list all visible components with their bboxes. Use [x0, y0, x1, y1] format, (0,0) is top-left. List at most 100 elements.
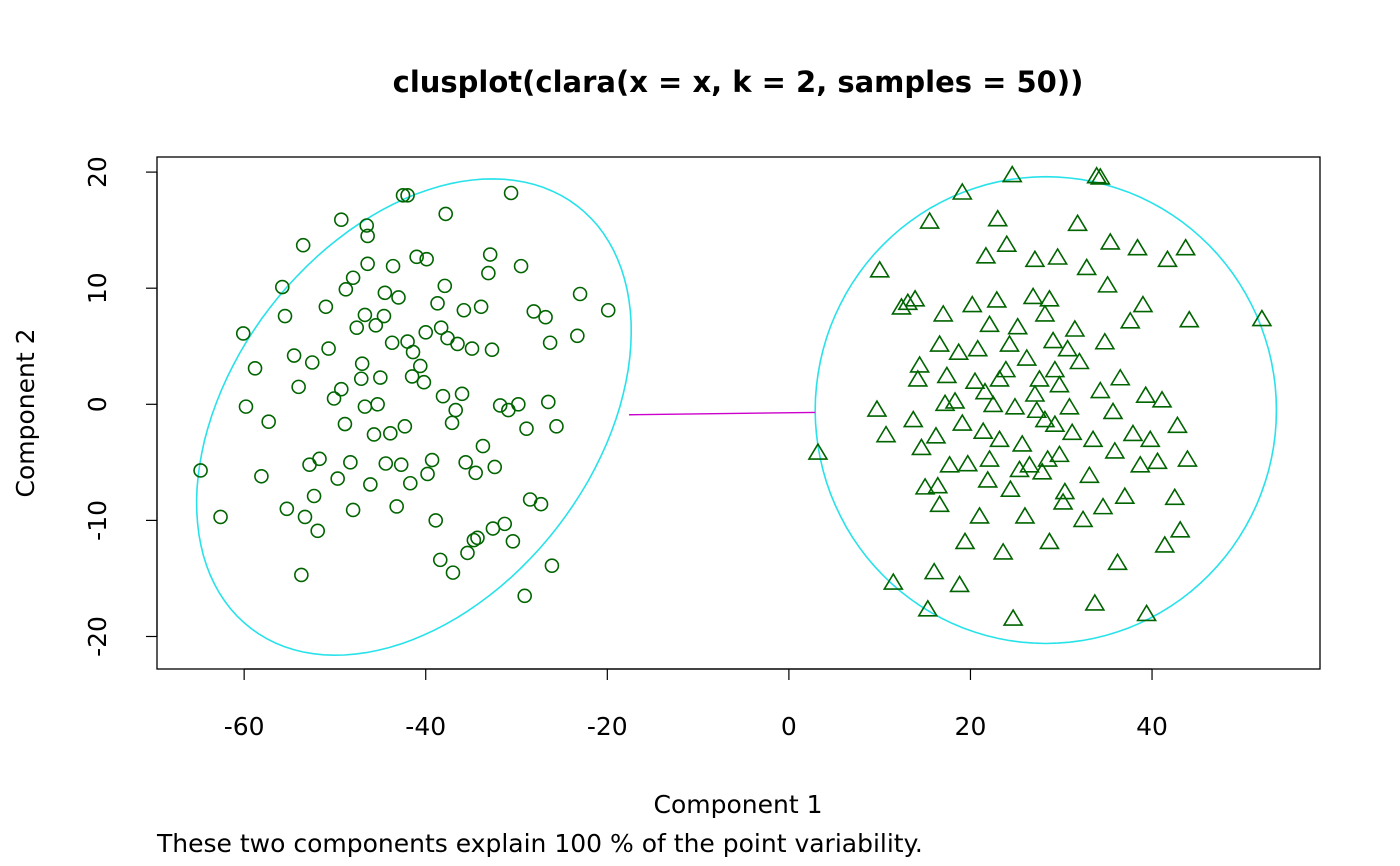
cluster-1-point — [345, 270, 361, 286]
cluster-2-point — [1004, 397, 1026, 415]
cluster-2-point — [1024, 249, 1046, 268]
x-axis: -60 -40 -20 0 20 40 — [224, 668, 1168, 741]
cluster-1-point — [454, 386, 470, 402]
cluster-2-point — [1047, 247, 1069, 265]
cluster-2-point — [911, 437, 932, 456]
cluster-2-point — [987, 209, 1009, 227]
cluster-2-point — [925, 426, 947, 444]
cluster-2-point — [907, 369, 929, 387]
y-tick-label: 0 — [83, 396, 112, 412]
cluster-1-point — [405, 344, 421, 360]
cluster-1-point — [377, 285, 393, 301]
cluster-1-point — [538, 309, 553, 325]
cluster-2-point — [914, 477, 936, 495]
cluster-1-point — [297, 509, 313, 525]
cluster-2-point — [1178, 310, 1200, 328]
cluster-2-point — [949, 574, 970, 593]
cluster-1-point — [424, 452, 440, 468]
cluster-2-point — [1102, 401, 1124, 420]
cluster-1-point — [412, 358, 428, 374]
x-tick-label: 0 — [781, 712, 797, 741]
cluster-2-point — [917, 599, 939, 617]
cluster-2-point — [989, 429, 1010, 448]
cluster-2-point — [1084, 593, 1106, 611]
cluster-1-point — [357, 399, 373, 414]
cluster-1-point — [416, 374, 432, 390]
cluster-1-point — [533, 496, 549, 512]
cluster-1-point — [458, 455, 473, 470]
cluster-1-point — [310, 523, 325, 539]
cluster-1-point — [468, 465, 483, 481]
cluster-2-point — [1129, 455, 1151, 473]
cluster-2-point — [1109, 368, 1131, 386]
cluster-2-point — [1024, 384, 1046, 402]
cluster-1-point — [389, 499, 404, 514]
cluster-1-point — [238, 399, 254, 414]
cluster-1-point — [373, 370, 388, 385]
cluster-2-point — [936, 365, 958, 384]
cluster-2-point — [929, 494, 951, 513]
cluster-2-point — [979, 314, 1000, 333]
cluster-2-point — [932, 304, 954, 322]
cluster-1-point — [400, 188, 415, 203]
cluster-1-point — [384, 335, 400, 351]
cluster-1-point — [235, 326, 251, 341]
y-tick-label: 20 — [83, 156, 112, 188]
y-tick-label: 10 — [83, 272, 112, 304]
cluster-2-point — [1002, 608, 1024, 626]
cluster-1-point — [433, 320, 449, 335]
cluster-2-point — [1034, 304, 1056, 322]
cluster-2-point — [927, 476, 949, 494]
x-tick-label: -20 — [587, 712, 628, 741]
cluster-1-point — [482, 247, 498, 262]
y-axis-title: Component 2 — [11, 329, 40, 498]
cluster-1-point — [343, 455, 358, 470]
cluster-1-point — [357, 307, 373, 323]
cluster-1-point — [438, 206, 454, 222]
cluster-1-point — [354, 356, 370, 371]
cluster-1-point — [349, 320, 365, 335]
cluster-1-point — [395, 188, 411, 203]
cluster-1-point — [420, 466, 435, 482]
cluster-1-point — [404, 369, 420, 384]
cluster-1-point — [437, 278, 453, 294]
cluster-1-point — [540, 394, 556, 410]
cluster-2-point — [1026, 400, 1048, 419]
cluster-2-point — [999, 479, 1021, 498]
y-tick-label: -10 — [83, 500, 112, 541]
cluster-1-point — [445, 565, 461, 580]
cluster-2-point — [995, 360, 1017, 378]
cluster-2-point — [1167, 415, 1188, 434]
cluster-1-point — [334, 212, 349, 227]
cluster-1-point — [397, 419, 413, 434]
cluster-1-point — [572, 286, 588, 302]
cluster-2-point — [1094, 332, 1116, 350]
cluster-2-point — [1078, 465, 1100, 484]
cluster-2-point — [1177, 449, 1198, 467]
cluster-2-point — [1031, 462, 1053, 480]
cluster-1-point — [511, 396, 526, 412]
cluster-1-point — [376, 308, 392, 324]
cluster-1-point — [363, 477, 378, 492]
cluster-2-point — [992, 542, 1014, 560]
cluster-1-point — [383, 426, 398, 441]
cluster-1-point — [456, 302, 472, 318]
cluster-2-point — [999, 334, 1020, 352]
cluster-2-point — [1119, 311, 1141, 329]
cluster-1-point — [385, 258, 401, 274]
cluster-2-point — [977, 470, 999, 488]
cluster-2-point — [939, 455, 960, 473]
cluster-2-point — [964, 371, 986, 390]
cluster-2-point — [1097, 275, 1118, 293]
cluster-1-point — [294, 567, 309, 583]
y-tick-label: -20 — [83, 616, 112, 657]
cluster-2-point — [1132, 295, 1154, 313]
cluster-2-point — [1001, 165, 1023, 183]
cluster-1-point — [368, 318, 384, 333]
cluster-2-point — [1019, 455, 1040, 473]
cluster-1-point — [291, 379, 306, 395]
cluster-2-point — [986, 290, 1008, 308]
cluster-2-point — [1049, 375, 1070, 393]
cluster-2-point — [1136, 603, 1158, 622]
